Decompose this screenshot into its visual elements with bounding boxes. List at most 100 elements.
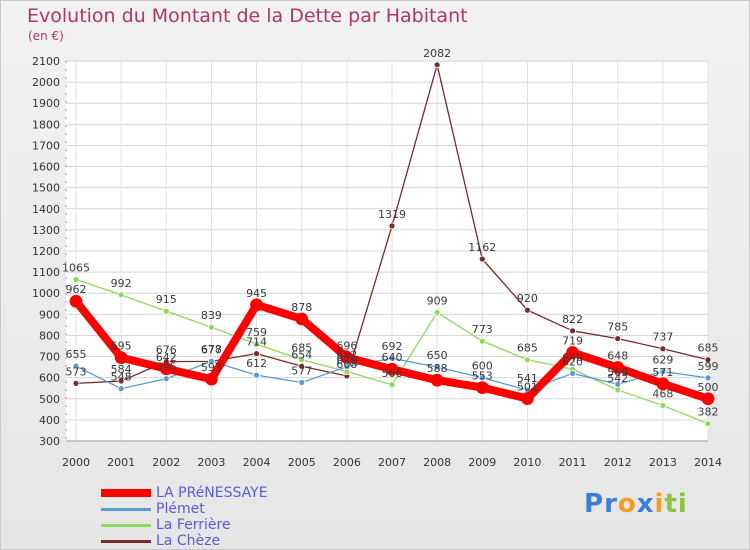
data-point <box>569 327 576 335</box>
data-point <box>69 294 83 308</box>
data-label: 696 <box>336 339 357 352</box>
data-label: 773 <box>472 323 493 336</box>
data-point <box>205 372 218 386</box>
data-label: 588 <box>427 362 448 375</box>
data-label: 915 <box>156 293 177 306</box>
legend-swatch <box>101 540 151 543</box>
legend-label: La Chèze <box>156 533 221 549</box>
data-label: 640 <box>382 351 403 364</box>
data-point <box>253 340 260 348</box>
data-label: 759 <box>246 326 267 339</box>
data-point <box>159 362 173 376</box>
data-label: 608 <box>336 358 357 371</box>
data-point <box>569 370 576 377</box>
data-label: 920 <box>517 292 538 305</box>
logo-letter: t <box>664 489 678 519</box>
data-point <box>298 362 306 370</box>
data-point <box>611 361 625 374</box>
y-tick-label: 1100 <box>32 266 60 279</box>
y-tick-label: 600 <box>39 372 60 385</box>
data-label: 577 <box>291 365 312 378</box>
data-label: 676 <box>156 344 177 357</box>
data-label: 962 <box>66 283 87 296</box>
data-point <box>704 420 712 428</box>
data-point <box>208 323 215 331</box>
data-label: 571 <box>652 366 673 379</box>
data-point <box>298 356 306 364</box>
x-tick-label: 2008 <box>423 456 451 469</box>
x-tick-label: 2010 <box>513 456 541 469</box>
data-point <box>524 356 531 364</box>
y-tick-label: 1300 <box>32 224 60 237</box>
data-label: 878 <box>291 301 312 314</box>
data-point <box>478 374 486 382</box>
data-point <box>162 375 170 383</box>
data-point <box>433 309 441 316</box>
data-label: 677 <box>201 343 222 356</box>
y-tick-label: 800 <box>39 329 60 342</box>
data-point <box>295 312 309 326</box>
y-tick-label: 1500 <box>32 182 60 195</box>
data-label: 1162 <box>468 241 496 254</box>
x-tick-label: 2002 <box>152 456 180 469</box>
data-label: 584 <box>111 363 132 376</box>
y-tick-label: 1200 <box>32 245 60 258</box>
y-tick-label: 1000 <box>32 287 60 300</box>
legend-swatch <box>101 508 151 511</box>
data-point <box>433 61 441 69</box>
data-point <box>433 363 441 371</box>
x-tick-label: 2000 <box>62 456 90 469</box>
x-tick-label: 2007 <box>378 456 406 469</box>
data-label: 593 <box>201 361 222 374</box>
data-label: 500 <box>698 381 719 394</box>
data-label: 642 <box>156 351 177 364</box>
data-point <box>521 392 534 405</box>
data-point <box>72 276 80 283</box>
data-point <box>475 381 489 394</box>
data-label: 599 <box>698 360 719 373</box>
data-point <box>614 380 622 388</box>
data-point <box>114 351 128 365</box>
data-label: 785 <box>607 321 628 334</box>
data-point <box>614 386 622 394</box>
y-tick-label: 1600 <box>32 161 60 174</box>
y-tick-label: 1900 <box>32 97 60 110</box>
legend-swatch <box>101 489 151 497</box>
data-label: 569 <box>607 366 628 379</box>
data-label: 629 <box>336 354 357 367</box>
y-tick-label: 2100 <box>32 55 60 68</box>
x-tick-label: 2006 <box>333 456 361 469</box>
data-point <box>340 350 354 364</box>
y-tick-label: 400 <box>39 414 60 427</box>
data-label: 685 <box>517 342 538 355</box>
logo-letter: o <box>617 489 637 519</box>
data-point <box>430 373 444 387</box>
data-point <box>72 379 80 387</box>
data-label: 553 <box>472 370 493 383</box>
data-point <box>250 298 263 312</box>
x-tick-label: 2014 <box>694 456 722 469</box>
data-label: 1065 <box>62 262 90 275</box>
data-point <box>566 346 579 359</box>
data-label: 945 <box>246 287 267 300</box>
data-label: 654 <box>291 348 312 361</box>
x-tick-label: 2003 <box>197 456 225 469</box>
data-point <box>208 357 215 365</box>
data-label: 542 <box>607 372 628 385</box>
data-point <box>117 291 125 299</box>
data-label: 648 <box>607 350 628 363</box>
data-point <box>162 307 170 315</box>
legend-label: LA PRéNESSAYE <box>156 485 268 501</box>
data-label: 685 <box>698 342 719 355</box>
data-label: 382 <box>698 406 719 419</box>
x-tick-label: 2012 <box>604 456 632 469</box>
y-tick-label: 1800 <box>32 118 60 131</box>
legend-swatch <box>101 524 151 527</box>
x-tick-label: 2005 <box>288 456 316 469</box>
y-tick-label: 1700 <box>32 139 60 152</box>
data-point <box>385 362 399 376</box>
data-label: 640 <box>562 351 583 364</box>
data-label: 629 <box>652 354 673 367</box>
logo-letter: i <box>654 489 665 519</box>
